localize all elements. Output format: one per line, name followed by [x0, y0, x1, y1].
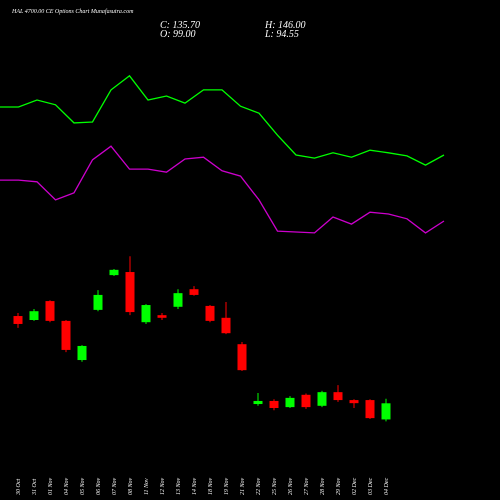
x-tick-label: 25 Nov — [272, 477, 278, 495]
x-tick-label: 01 Nov — [48, 477, 54, 495]
candle-body — [381, 403, 391, 420]
candle-body — [253, 400, 263, 405]
candle-body — [349, 400, 359, 404]
close-label: C: 135.70 — [160, 20, 200, 31]
x-tick-label: 28 Nov — [320, 477, 326, 495]
x-tick-label: 06 Nov — [96, 477, 102, 495]
x-tick-label: 19 Nov — [224, 477, 230, 495]
candle-body — [333, 392, 343, 401]
x-tick-label: 11 Nov — [144, 478, 150, 495]
candle-body — [109, 269, 119, 276]
x-tick-label: 22 Nov — [256, 477, 262, 495]
candle-body — [365, 400, 375, 419]
candle-body — [13, 316, 23, 324]
x-tick-label: 03 Dec — [368, 478, 374, 495]
candle-body — [29, 311, 39, 320]
line-series — [0, 74, 445, 166]
x-tick-label: 08 Nov — [128, 477, 134, 495]
chart-title: HAL 4700.00 CE Options Chart Munafasutra… — [11, 8, 134, 15]
x-tick-label: 04 Nov — [63, 477, 70, 495]
candle-body — [157, 315, 167, 318]
high-label: H: 146.00 — [264, 20, 306, 31]
low-label: L: 94.55 — [264, 29, 299, 40]
x-tick-label: 02 Dec — [352, 478, 358, 495]
candle-body — [141, 305, 151, 323]
x-tick-label: 04 Dec — [383, 478, 390, 495]
x-tick-label: 05 Nov — [80, 477, 86, 495]
x-tick-label: 30 Oct — [16, 479, 22, 496]
x-tick-label: 26 Nov — [288, 477, 294, 495]
x-tick-label: 27 Nov — [304, 477, 310, 495]
candle-body — [317, 392, 327, 406]
x-tick-label: 18 Nov — [208, 477, 214, 495]
candle-body — [237, 344, 247, 371]
candle-body — [45, 301, 55, 321]
candle-body — [173, 293, 183, 307]
open-label: O: 99.00 — [160, 29, 196, 40]
candle-body — [269, 400, 279, 408]
x-tick-label: 21 Nov — [240, 477, 246, 495]
candle-body — [221, 317, 231, 334]
x-tick-label: 29 Nov — [336, 477, 342, 495]
line-series — [0, 145, 445, 234]
candle-body — [301, 394, 311, 408]
candle-body — [61, 320, 71, 350]
x-tick-label: 13 Nov — [176, 477, 182, 495]
x-tick-label: 07 Nov — [112, 477, 118, 495]
candle-body — [285, 397, 295, 408]
x-tick-label: 31 Oct — [32, 479, 38, 496]
candle-body — [189, 289, 199, 295]
candle-body — [77, 345, 87, 361]
x-tick-label: 14 Nov — [191, 477, 198, 495]
candle-body — [93, 294, 103, 310]
x-tick-label: 12 Nov — [160, 477, 166, 495]
candle-body — [125, 272, 135, 313]
candle-body — [205, 305, 215, 321]
